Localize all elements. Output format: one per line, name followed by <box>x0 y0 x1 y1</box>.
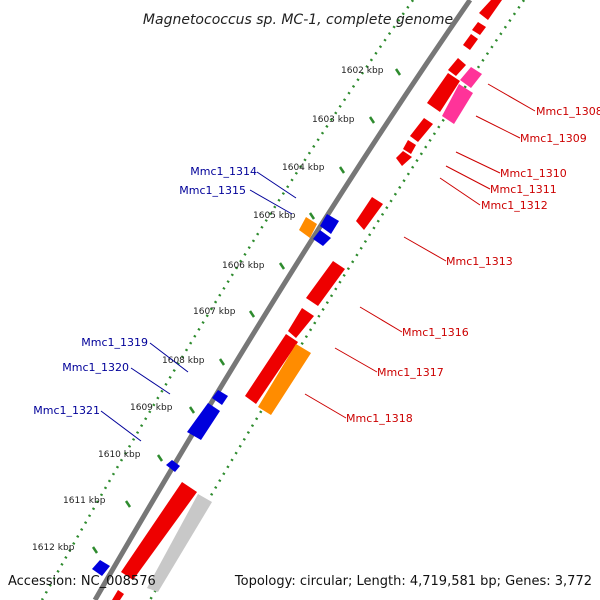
connector-line <box>475 115 521 139</box>
connector-line <box>100 410 142 442</box>
gene-feature[interactable] <box>463 34 478 50</box>
connector-line <box>304 393 347 419</box>
kbp-label: 1602 kbp <box>341 66 384 76</box>
kbp-tick <box>218 358 226 366</box>
connector-line <box>249 189 293 215</box>
gene-feature[interactable] <box>356 197 383 230</box>
gene-label[interactable]: Mmc1_1321 <box>33 404 100 417</box>
gene-feature[interactable] <box>396 151 412 166</box>
gene-feature[interactable] <box>306 261 345 306</box>
kbp-label: 1612 kbp <box>32 543 75 553</box>
kbp-tick <box>91 546 99 554</box>
kbp-label: 1603 kbp <box>312 115 355 125</box>
kbp-label: 1604 kbp <box>282 163 325 173</box>
connector-line <box>455 151 501 174</box>
gene-feature[interactable] <box>112 590 124 600</box>
kbp-label: 1607 kbp <box>193 307 236 317</box>
connector-line <box>359 306 403 333</box>
kbp-label: 1606 kbp <box>222 261 265 271</box>
kbp-tick <box>338 166 346 174</box>
gene-label[interactable]: Mmc1_1309 <box>520 132 587 145</box>
kbp-tick <box>308 212 316 220</box>
label-connectors <box>100 83 536 442</box>
kbp-tick <box>156 454 164 462</box>
gene-label[interactable]: Mmc1_1313 <box>446 255 513 268</box>
gene-label[interactable]: Mmc1_1312 <box>481 199 548 212</box>
gene-label[interactable]: Mmc1_1314 <box>190 165 257 178</box>
kbp-scale: 1602 kbp 1603 kbp 1604 kbp 1605 kbp 1606 kbp… <box>32 66 402 554</box>
connector-line <box>334 347 378 373</box>
kbp-label: 1605 kbp <box>253 211 296 221</box>
gene-features <box>92 0 502 600</box>
gene-feature[interactable] <box>212 390 228 405</box>
gene-label[interactable]: Mmc1_1310 <box>500 167 567 180</box>
gene-feature[interactable] <box>479 0 502 20</box>
gene-feature[interactable] <box>288 308 314 338</box>
kbp-tick <box>368 116 376 124</box>
kbp-tick <box>278 262 286 270</box>
gene-feature[interactable] <box>460 67 482 88</box>
genome-backbone <box>92 0 473 600</box>
gene-feature[interactable] <box>299 217 317 238</box>
gene-label[interactable]: Mmc1_1311 <box>490 183 557 196</box>
gene-feature[interactable] <box>147 494 212 592</box>
gene-feature[interactable] <box>320 214 339 234</box>
connector-line <box>256 171 297 199</box>
gene-label[interactable]: Mmc1_1317 <box>377 366 444 379</box>
gene-feature[interactable] <box>403 140 416 154</box>
gene-label[interactable]: Mmc1_1308 <box>536 105 600 118</box>
gene-feature[interactable] <box>410 118 433 142</box>
connector-line <box>439 177 481 206</box>
connector-line <box>403 236 447 262</box>
connector-line <box>149 342 189 373</box>
gene-feature[interactable] <box>187 403 220 440</box>
connector-line <box>445 165 491 190</box>
map-title: Magnetococcus sp. MC-1, complete genome <box>143 12 453 28</box>
accession-text: Accession: NC_008576 <box>8 574 156 589</box>
kbp-label: 1610 kbp <box>98 450 141 460</box>
gene-feature[interactable] <box>166 460 180 472</box>
gene-feature[interactable] <box>448 58 466 76</box>
genome-summary: Topology: circular; Length: 4,719,581 bp… <box>234 574 592 589</box>
gene-labels: Mmc1_1308 Mmc1_1309 Mmc1_1310 Mmc1_1311 Mmc1… <box>33 105 600 425</box>
gene-feature[interactable] <box>472 22 486 35</box>
gene-feature[interactable] <box>258 344 311 415</box>
outer-tick-ring <box>40 0 415 600</box>
gene-label[interactable]: Mmc1_1319 <box>81 336 148 349</box>
gene-label[interactable]: Mmc1_1318 <box>346 412 413 425</box>
kbp-tick <box>188 406 196 414</box>
connector-line <box>487 83 536 112</box>
kbp-label: 1609 kbp <box>130 403 173 413</box>
connector-line <box>130 367 171 395</box>
gene-label[interactable]: Mmc1_1316 <box>402 326 469 339</box>
gene-label[interactable]: Mmc1_1315 <box>179 184 246 197</box>
gene-feature[interactable] <box>427 73 460 112</box>
kbp-label: 1611 kbp <box>63 496 106 506</box>
gene-label[interactable]: Mmc1_1320 <box>62 361 129 374</box>
gene-feature[interactable] <box>442 84 473 124</box>
kbp-label: 1608 kbp <box>162 356 205 366</box>
gene-feature[interactable] <box>121 482 197 580</box>
gene-feature[interactable] <box>313 230 331 246</box>
kbp-tick <box>124 500 132 508</box>
kbp-tick <box>248 310 256 318</box>
kbp-tick <box>394 68 402 76</box>
gene-feature[interactable] <box>245 334 298 404</box>
gene-feature[interactable] <box>92 560 110 576</box>
